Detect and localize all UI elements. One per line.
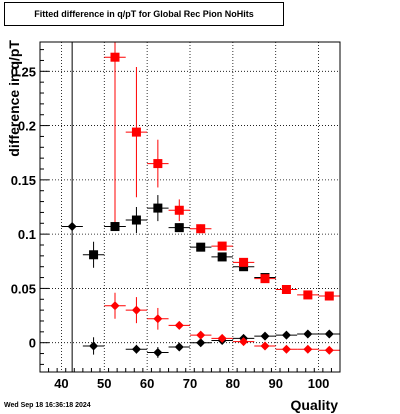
data-point-diamond bbox=[131, 305, 141, 315]
data-point-square bbox=[131, 215, 141, 225]
markers bbox=[67, 52, 334, 357]
x-tick-label: 100 bbox=[308, 376, 330, 391]
data-point-diamond bbox=[174, 320, 184, 330]
data-point-square bbox=[303, 290, 313, 300]
y-tick-label: 0.25 bbox=[11, 64, 36, 79]
data-point-diamond bbox=[281, 344, 291, 354]
plot-frame bbox=[39, 41, 341, 373]
x-axis-label: Quality bbox=[290, 397, 338, 413]
data-point-diamond bbox=[110, 222, 120, 232]
data-point-diamond bbox=[260, 331, 270, 341]
x-tick-label: 90 bbox=[268, 376, 282, 391]
data-point-diamond bbox=[131, 344, 141, 354]
data-point-diamond bbox=[239, 337, 249, 347]
data-point-square bbox=[196, 224, 206, 234]
y-tick-label: 0.15 bbox=[11, 173, 36, 188]
data-point-square bbox=[131, 127, 141, 137]
axes: 40 50 60 70 80 90 100 0 0.05 0.1 0.15 0.2 0.25 bbox=[11, 41, 341, 391]
data-point-diamond bbox=[174, 342, 184, 352]
data-point-diamond bbox=[324, 345, 334, 355]
data-point-square bbox=[89, 250, 99, 260]
y-tick-label: 0.1 bbox=[18, 227, 36, 242]
data-point-diamond bbox=[281, 330, 291, 340]
data-point-square bbox=[324, 291, 334, 301]
title-box: Fitted difference in q/pT for Global Rec… bbox=[4, 2, 284, 26]
data-point-square bbox=[110, 52, 120, 62]
grid bbox=[40, 42, 340, 372]
data-point-diamond bbox=[196, 338, 206, 348]
data-point-square bbox=[217, 241, 227, 251]
data-point-diamond bbox=[196, 330, 206, 340]
data-point-square bbox=[174, 205, 184, 215]
data-point-diamond bbox=[153, 314, 163, 324]
data-point-diamond bbox=[303, 329, 313, 339]
data-point-diamond bbox=[303, 344, 313, 354]
data-point-diamond bbox=[217, 333, 227, 343]
x-tick-label: 70 bbox=[183, 376, 197, 391]
x-tick-label: 60 bbox=[140, 376, 154, 391]
timestamp: Wed Sep 18 16:36:18 2024 bbox=[4, 402, 91, 409]
data-point-square bbox=[153, 203, 163, 213]
y-tick-label: 0.2 bbox=[18, 119, 36, 134]
y-tick-label: 0 bbox=[29, 336, 36, 351]
data-point-square bbox=[153, 159, 163, 169]
x-tick-label: 80 bbox=[226, 376, 240, 391]
data-point-diamond bbox=[153, 347, 163, 357]
x-tick-label: 50 bbox=[97, 376, 111, 391]
y-tick-label: 0.05 bbox=[11, 281, 36, 296]
data-point-diamond bbox=[324, 329, 334, 339]
y-axis-label: difference in q/pT bbox=[6, 40, 22, 157]
data-point-square bbox=[281, 285, 291, 294]
data-point-square bbox=[239, 257, 249, 267]
data-point-square bbox=[260, 274, 270, 284]
data-point-diamond bbox=[67, 222, 77, 232]
data-point-diamond bbox=[260, 341, 270, 351]
data-point-square bbox=[217, 252, 227, 262]
data-point-diamond bbox=[89, 341, 99, 351]
data-point-square bbox=[196, 242, 206, 252]
data-point-diamond bbox=[110, 301, 120, 311]
chart-title: Fitted difference in q/pT for Global Rec… bbox=[34, 9, 254, 19]
data-point-square bbox=[174, 223, 184, 233]
x-tick-label: 40 bbox=[54, 376, 68, 391]
